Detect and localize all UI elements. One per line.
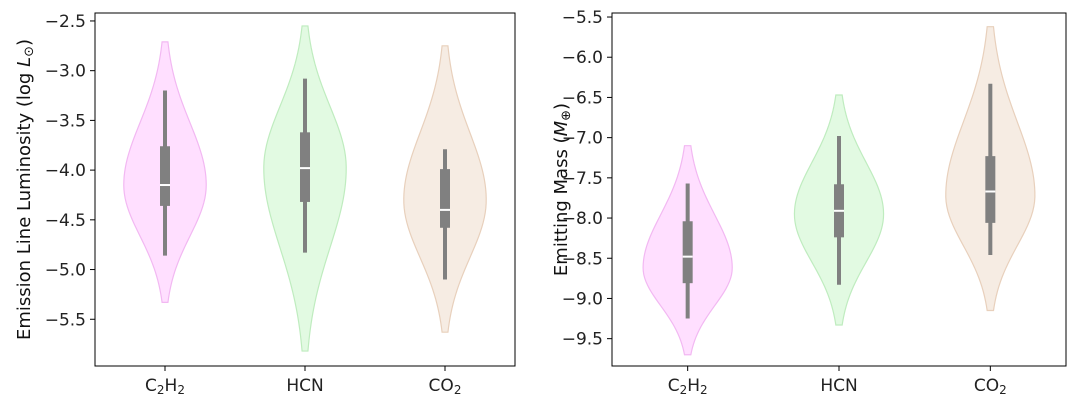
x-tick-label: C2H2 (668, 376, 708, 397)
y-tick-label: −7.5 (562, 169, 603, 189)
x-tick-label-text: CO (429, 376, 454, 396)
x-tick-label: C2H2 (145, 376, 185, 397)
y-tick-label: −6.0 (562, 48, 603, 68)
y-axis-label-subscript: ⊙ (22, 46, 37, 57)
y-axis-label-subscript: ⊕ (559, 110, 574, 121)
y-tick-label: −5.5 (562, 8, 603, 28)
y-axis-label: Emitting Mass (M⊕) (551, 103, 574, 276)
y-tick-label: −9.5 (562, 330, 603, 350)
x-tick-label-subscript: 2 (999, 383, 1007, 397)
y-tick-label: −5.0 (45, 261, 86, 281)
emitting-mass-violin-plot: −5.5−6.0−6.5−7.0−7.5−8.0−8.5−9.0−9.5C2H2… (551, 8, 1067, 397)
x-tick-label-text: C (668, 376, 680, 396)
violin-iqr-box (985, 156, 996, 223)
y-axis-label-symbol: M (551, 120, 572, 136)
y-tick-label: −3.5 (45, 111, 86, 131)
x-tick-label-text: HCN (286, 376, 323, 396)
y-axis-label-text: Emission Line Luminosity (log (14, 67, 35, 340)
y-axis-label-text: Emitting Mass ( (551, 136, 572, 276)
y-tick-label: −4.0 (45, 161, 86, 181)
x-tick-label-subscript: 2 (680, 383, 688, 397)
x-tick-label-text: C (145, 376, 157, 396)
violin-iqr-box (160, 146, 170, 206)
x-tick-label: HCN (286, 376, 323, 396)
x-tick-label-subscript: 2 (454, 383, 462, 397)
x-tick-label-subscript: 2 (177, 383, 185, 397)
x-tick-label-text: CO (974, 376, 999, 396)
violin-iqr-box (682, 221, 693, 284)
y-axis-label-text: ) (551, 103, 572, 110)
y-tick-label: −6.5 (562, 88, 603, 108)
y-tick-label: −3.0 (45, 62, 86, 82)
y-axis-label-text: ) (14, 39, 35, 46)
y-axis-label: Emission Line Luminosity (log L⊙) (14, 39, 37, 340)
y-tick-label: −5.5 (45, 310, 86, 330)
violin-iqr-box (440, 169, 450, 228)
y-tick-label: −8.0 (562, 209, 603, 229)
y-tick-label: −8.5 (562, 249, 603, 269)
y-axis-label-symbol: L (14, 57, 35, 67)
y-tick-label: −7.0 (562, 129, 603, 149)
x-tick-label: CO2 (974, 376, 1007, 397)
y-tick-label: −2.5 (45, 12, 86, 32)
x-tick-label: HCN (820, 376, 857, 396)
x-tick-label-subscript: 2 (700, 383, 708, 397)
x-tick-label-text: H (165, 376, 178, 396)
x-tick-label: CO2 (429, 376, 462, 397)
x-tick-label-text: H (687, 376, 700, 396)
x-tick-label-text: HCN (820, 376, 857, 396)
y-tick-label: −4.5 (45, 211, 86, 231)
y-tick-label: −9.0 (562, 289, 603, 309)
x-tick-label-subscript: 2 (157, 383, 165, 397)
